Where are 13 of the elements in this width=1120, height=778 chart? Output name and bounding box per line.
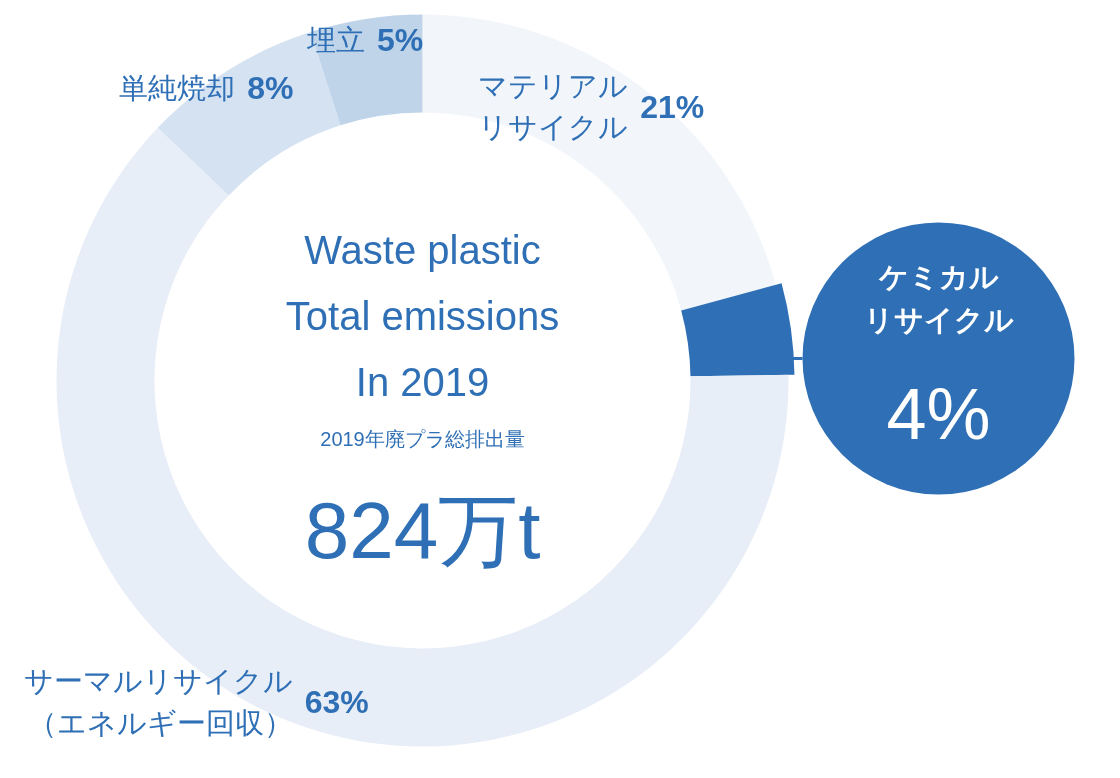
- text: Waste plastic Total emissions In 2019: [285, 227, 560, 404]
- slice-label: マテリアルリサイクル: [478, 69, 629, 144]
- data-label: 4%: [886, 373, 991, 454]
- slice-label: 埋立: [306, 23, 366, 56]
- slice-label: ケミカルリサイクル: [863, 260, 1014, 337]
- data-label: 5%: [377, 21, 424, 58]
- slice-label: サーマルリサイクル（エネルギー回収）: [23, 664, 293, 739]
- text: 2019年廃プラ総排出量: [320, 427, 525, 450]
- slice-label: 単純焼却: [119, 72, 236, 105]
- data-label: 8%: [247, 70, 294, 107]
- data-label: 63%: [304, 683, 369, 720]
- data-label: 21%: [640, 88, 705, 125]
- text: 824万t: [304, 486, 541, 575]
